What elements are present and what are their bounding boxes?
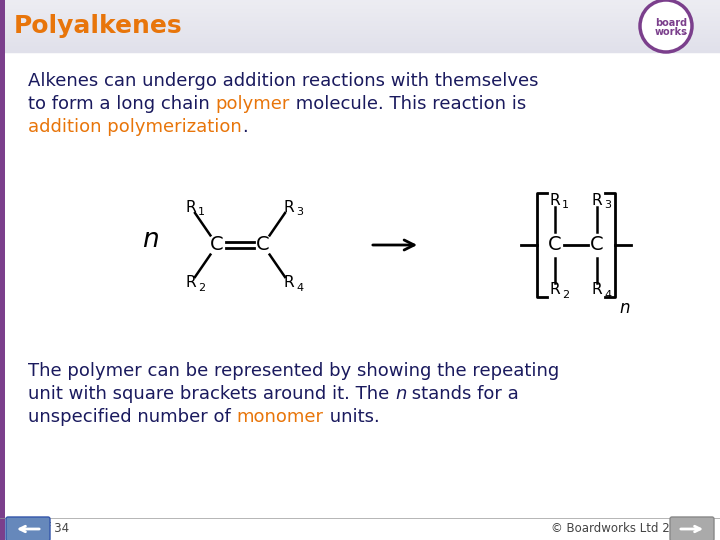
Text: addition polymerization: addition polymerization bbox=[28, 118, 242, 136]
Text: R: R bbox=[592, 193, 603, 208]
Bar bbox=[0, 37, 720, 38]
Text: molecule. This reaction is: molecule. This reaction is bbox=[290, 95, 526, 113]
Bar bbox=[0, 17, 720, 18]
Bar bbox=[0, 29, 720, 30]
Bar bbox=[0, 43, 720, 44]
Bar bbox=[0, 36, 720, 37]
Text: board: board bbox=[655, 18, 687, 28]
Bar bbox=[0, 40, 720, 41]
Text: polymer: polymer bbox=[215, 95, 290, 113]
Bar bbox=[0, 6, 720, 7]
Bar bbox=[0, 19, 720, 20]
Text: The polymer can be represented by showing the repeating: The polymer can be represented by showin… bbox=[28, 362, 559, 380]
Text: R: R bbox=[549, 193, 560, 208]
Bar bbox=[0, 47, 720, 48]
Text: 2: 2 bbox=[198, 283, 205, 293]
Bar bbox=[0, 7, 720, 8]
Text: Polyalkenes: Polyalkenes bbox=[14, 14, 183, 38]
Text: R: R bbox=[549, 282, 560, 298]
Text: C: C bbox=[256, 235, 270, 254]
Bar bbox=[0, 41, 720, 42]
FancyBboxPatch shape bbox=[6, 517, 50, 540]
Bar bbox=[0, 20, 720, 21]
Bar bbox=[0, 0, 5, 52]
Bar bbox=[0, 51, 720, 52]
FancyBboxPatch shape bbox=[670, 517, 714, 540]
Bar bbox=[0, 5, 720, 6]
Bar bbox=[0, 25, 720, 26]
Text: n: n bbox=[619, 299, 629, 317]
Bar bbox=[0, 39, 720, 40]
Bar bbox=[0, 28, 720, 29]
Text: unit with square brackets around it. The: unit with square brackets around it. The bbox=[28, 385, 395, 403]
Bar bbox=[0, 0, 720, 1]
Text: to form a long chain: to form a long chain bbox=[28, 95, 215, 113]
Text: Alkenes can undergo addition reactions with themselves: Alkenes can undergo addition reactions w… bbox=[28, 72, 539, 90]
Bar bbox=[0, 26, 720, 27]
Bar bbox=[0, 33, 720, 34]
Text: .: . bbox=[242, 118, 248, 136]
Bar bbox=[0, 13, 720, 14]
Text: 3: 3 bbox=[604, 200, 611, 210]
Bar bbox=[0, 18, 720, 19]
Text: C: C bbox=[590, 235, 604, 254]
Text: 7 of 34: 7 of 34 bbox=[28, 522, 69, 535]
Text: 1: 1 bbox=[562, 200, 569, 210]
Text: monomer: monomer bbox=[236, 408, 323, 426]
Text: ...: ... bbox=[681, 29, 688, 35]
Bar bbox=[0, 14, 720, 15]
Bar bbox=[0, 35, 720, 36]
Bar bbox=[0, 30, 720, 31]
Text: 2: 2 bbox=[562, 290, 569, 300]
Text: R: R bbox=[284, 275, 294, 291]
Text: n: n bbox=[395, 385, 406, 403]
Text: R: R bbox=[592, 282, 603, 298]
Bar bbox=[0, 24, 720, 25]
Text: C: C bbox=[548, 235, 562, 254]
Text: R: R bbox=[186, 200, 197, 215]
Bar bbox=[0, 15, 720, 16]
Bar bbox=[0, 32, 720, 33]
Text: works: works bbox=[654, 27, 688, 37]
Text: R: R bbox=[284, 200, 294, 215]
Bar bbox=[0, 2, 720, 3]
Text: 1: 1 bbox=[198, 207, 205, 217]
Bar bbox=[0, 4, 720, 5]
Text: 4: 4 bbox=[296, 283, 303, 293]
Bar bbox=[0, 45, 720, 46]
Bar bbox=[0, 49, 720, 50]
Text: R: R bbox=[186, 275, 197, 291]
Bar bbox=[0, 10, 720, 11]
Bar bbox=[0, 1, 720, 2]
Bar bbox=[0, 22, 720, 23]
Bar bbox=[0, 38, 720, 39]
Text: 4: 4 bbox=[604, 290, 611, 300]
Bar bbox=[0, 31, 720, 32]
Bar bbox=[0, 27, 720, 28]
Text: stands for a: stands for a bbox=[406, 385, 519, 403]
Bar bbox=[0, 44, 720, 45]
Bar bbox=[0, 8, 720, 9]
Bar bbox=[0, 23, 720, 24]
Text: © Boardworks Ltd 2009: © Boardworks Ltd 2009 bbox=[551, 522, 692, 535]
Text: C: C bbox=[210, 235, 224, 254]
Text: units.: units. bbox=[323, 408, 379, 426]
Bar bbox=[0, 3, 720, 4]
Circle shape bbox=[640, 0, 692, 52]
Bar bbox=[0, 46, 720, 47]
Bar bbox=[0, 52, 5, 540]
Bar bbox=[0, 42, 720, 43]
Bar bbox=[0, 48, 720, 49]
Text: 3: 3 bbox=[296, 207, 303, 217]
Bar bbox=[0, 11, 720, 12]
Bar bbox=[0, 12, 720, 13]
Text: unspecified number of: unspecified number of bbox=[28, 408, 236, 426]
Bar bbox=[0, 50, 720, 51]
Bar bbox=[0, 9, 720, 10]
Text: n: n bbox=[142, 227, 158, 253]
Bar bbox=[0, 21, 720, 22]
Bar bbox=[0, 16, 720, 17]
Bar bbox=[0, 34, 720, 35]
